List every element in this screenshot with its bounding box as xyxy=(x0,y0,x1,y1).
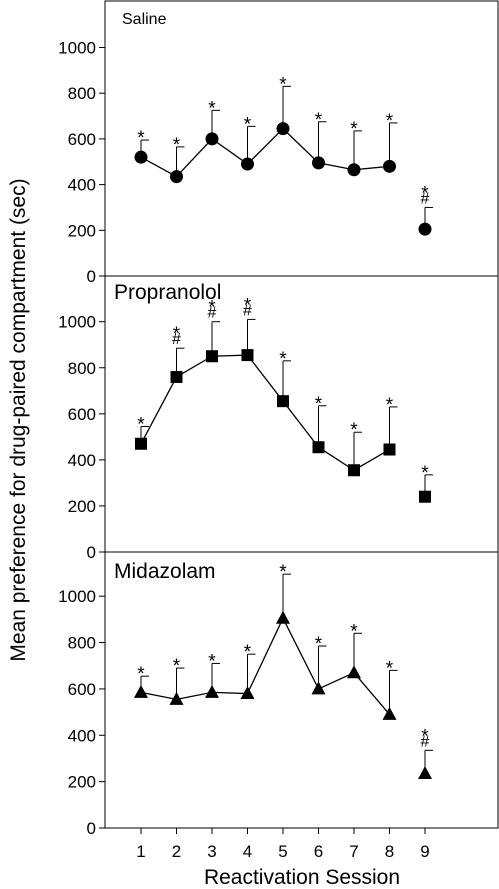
midazolam-data-point xyxy=(205,684,219,698)
saline-significance-star: * xyxy=(279,74,287,95)
midazolam-data-point xyxy=(311,681,326,695)
propranolol-y-tick-label: 600 xyxy=(68,405,96,424)
propranolol-significance-hash: # xyxy=(172,331,181,348)
saline-y-tick-label: 400 xyxy=(68,176,96,195)
saline-data-point xyxy=(170,170,183,184)
x-tick-label: 1 xyxy=(136,842,145,861)
propranolol-data-point xyxy=(383,443,396,456)
propranolol-y-tick-label: 1000 xyxy=(58,313,96,332)
midazolam-panel-frame xyxy=(104,551,499,829)
saline-significance-star: * xyxy=(173,135,181,156)
midazolam-significance-star: * xyxy=(173,656,181,677)
propranolol-significance-star: * xyxy=(173,324,181,345)
midazolam-data-point xyxy=(276,610,290,624)
midazolam-significance-star: * xyxy=(350,621,358,642)
saline-y-tick-label: 800 xyxy=(68,84,96,103)
saline-significance-star: * xyxy=(421,183,429,204)
saline-data-point xyxy=(418,222,432,236)
x-tick-label: 7 xyxy=(349,842,358,861)
propranolol-significance-star: * xyxy=(421,463,429,484)
saline-y-tick-label: 1000 xyxy=(58,39,96,58)
propranolol-significance-star: * xyxy=(137,414,145,435)
x-axis-title: Reactivation Session xyxy=(204,866,400,889)
propranolol-data-point xyxy=(206,350,218,363)
x-tick-label: 9 xyxy=(420,842,429,861)
saline-data-point xyxy=(347,163,361,177)
midazolam-data-point xyxy=(347,665,361,679)
propranolol-significance-hash: # xyxy=(208,305,217,322)
saline-data-point xyxy=(383,159,396,173)
midazolam-panel-title: Midazolam xyxy=(114,560,216,583)
midazolam-significance-star: * xyxy=(421,726,429,747)
midazolam-data-point xyxy=(169,691,184,705)
midazolam-data-point xyxy=(134,684,148,698)
midazolam-data-point xyxy=(382,706,397,720)
propranolol-data-point xyxy=(348,464,360,477)
saline-significance-star: * xyxy=(208,98,216,119)
saline-significance-hash: # xyxy=(421,190,430,207)
propranolol-data-point xyxy=(170,370,183,383)
midazolam-significance-hash: # xyxy=(421,733,430,750)
saline-data-point xyxy=(241,157,254,171)
propranolol-significance-star: * xyxy=(208,298,216,319)
midazolam-y-tick-label: 800 xyxy=(68,634,96,653)
propranolol-significance-star: * xyxy=(386,395,394,416)
propranolol-significance-star: * xyxy=(315,394,323,415)
midazolam-significance-star: * xyxy=(279,562,287,583)
midazolam-y-tick-label: 200 xyxy=(68,773,96,792)
propranolol-data-point xyxy=(277,395,289,408)
midazolam-y-tick-label: 400 xyxy=(68,726,96,745)
x-tick-label: 6 xyxy=(314,842,323,861)
midazolam-data-point xyxy=(418,766,432,780)
midazolam-y-tick-label: 1000 xyxy=(58,587,96,606)
saline-y-tick-label: 600 xyxy=(68,130,96,149)
propranolol-significance-star: * xyxy=(350,420,358,441)
saline-data-point xyxy=(205,132,219,146)
saline-panel-frame xyxy=(104,0,499,277)
saline-data-point xyxy=(276,122,290,136)
saline-y-tick-label: 0 xyxy=(87,267,96,286)
saline-significance-star: * xyxy=(386,111,394,132)
x-tick-label: 4 xyxy=(243,842,252,861)
midazolam-series-line xyxy=(140,616,390,715)
x-tick-label: 8 xyxy=(385,842,394,861)
x-tick-label: 5 xyxy=(278,842,287,861)
midazolam-data-point xyxy=(240,686,255,700)
propranolol-significance-star: * xyxy=(244,295,252,316)
midazolam-significance-star: * xyxy=(208,651,216,672)
saline-data-point xyxy=(134,150,148,164)
midazolam-y-tick-label: 0 xyxy=(87,819,96,838)
propranolol-y-tick-label: 800 xyxy=(68,359,96,378)
saline-data-point xyxy=(312,156,325,170)
propranolol-data-point xyxy=(241,349,254,362)
midazolam-y-tick-label: 600 xyxy=(68,680,96,699)
propranolol-data-point xyxy=(135,437,147,450)
propranolol-y-tick-label: 0 xyxy=(87,543,96,562)
midazolam-significance-star: * xyxy=(315,634,323,655)
saline-significance-star: * xyxy=(350,119,358,140)
saline-panel-title: Saline xyxy=(122,11,167,28)
midazolam-significance-star: * xyxy=(244,642,252,663)
propranolol-panel-frame xyxy=(104,275,499,553)
saline-significance-star: * xyxy=(244,114,252,135)
midazolam-significance-star: * xyxy=(137,664,145,685)
x-tick-label: 3 xyxy=(207,842,216,861)
propranolol-significance-star: * xyxy=(279,349,287,370)
midazolam-significance-star: * xyxy=(386,658,394,679)
saline-significance-star: * xyxy=(315,110,323,131)
saline-significance-star: * xyxy=(137,128,145,149)
propranolol-y-tick-label: 400 xyxy=(68,451,96,470)
y-axis-title: Mean preference for drug-paired compartm… xyxy=(7,178,30,661)
x-tick-label: 2 xyxy=(172,842,181,861)
propranolol-data-point xyxy=(312,441,325,454)
propranolol-y-tick-label: 200 xyxy=(68,497,96,516)
propranolol-significance-hash: # xyxy=(243,302,252,319)
saline-y-tick-label: 200 xyxy=(68,221,96,240)
propranolol-panel-title: Propranolol xyxy=(114,281,221,304)
propranolol-data-point xyxy=(419,490,431,503)
